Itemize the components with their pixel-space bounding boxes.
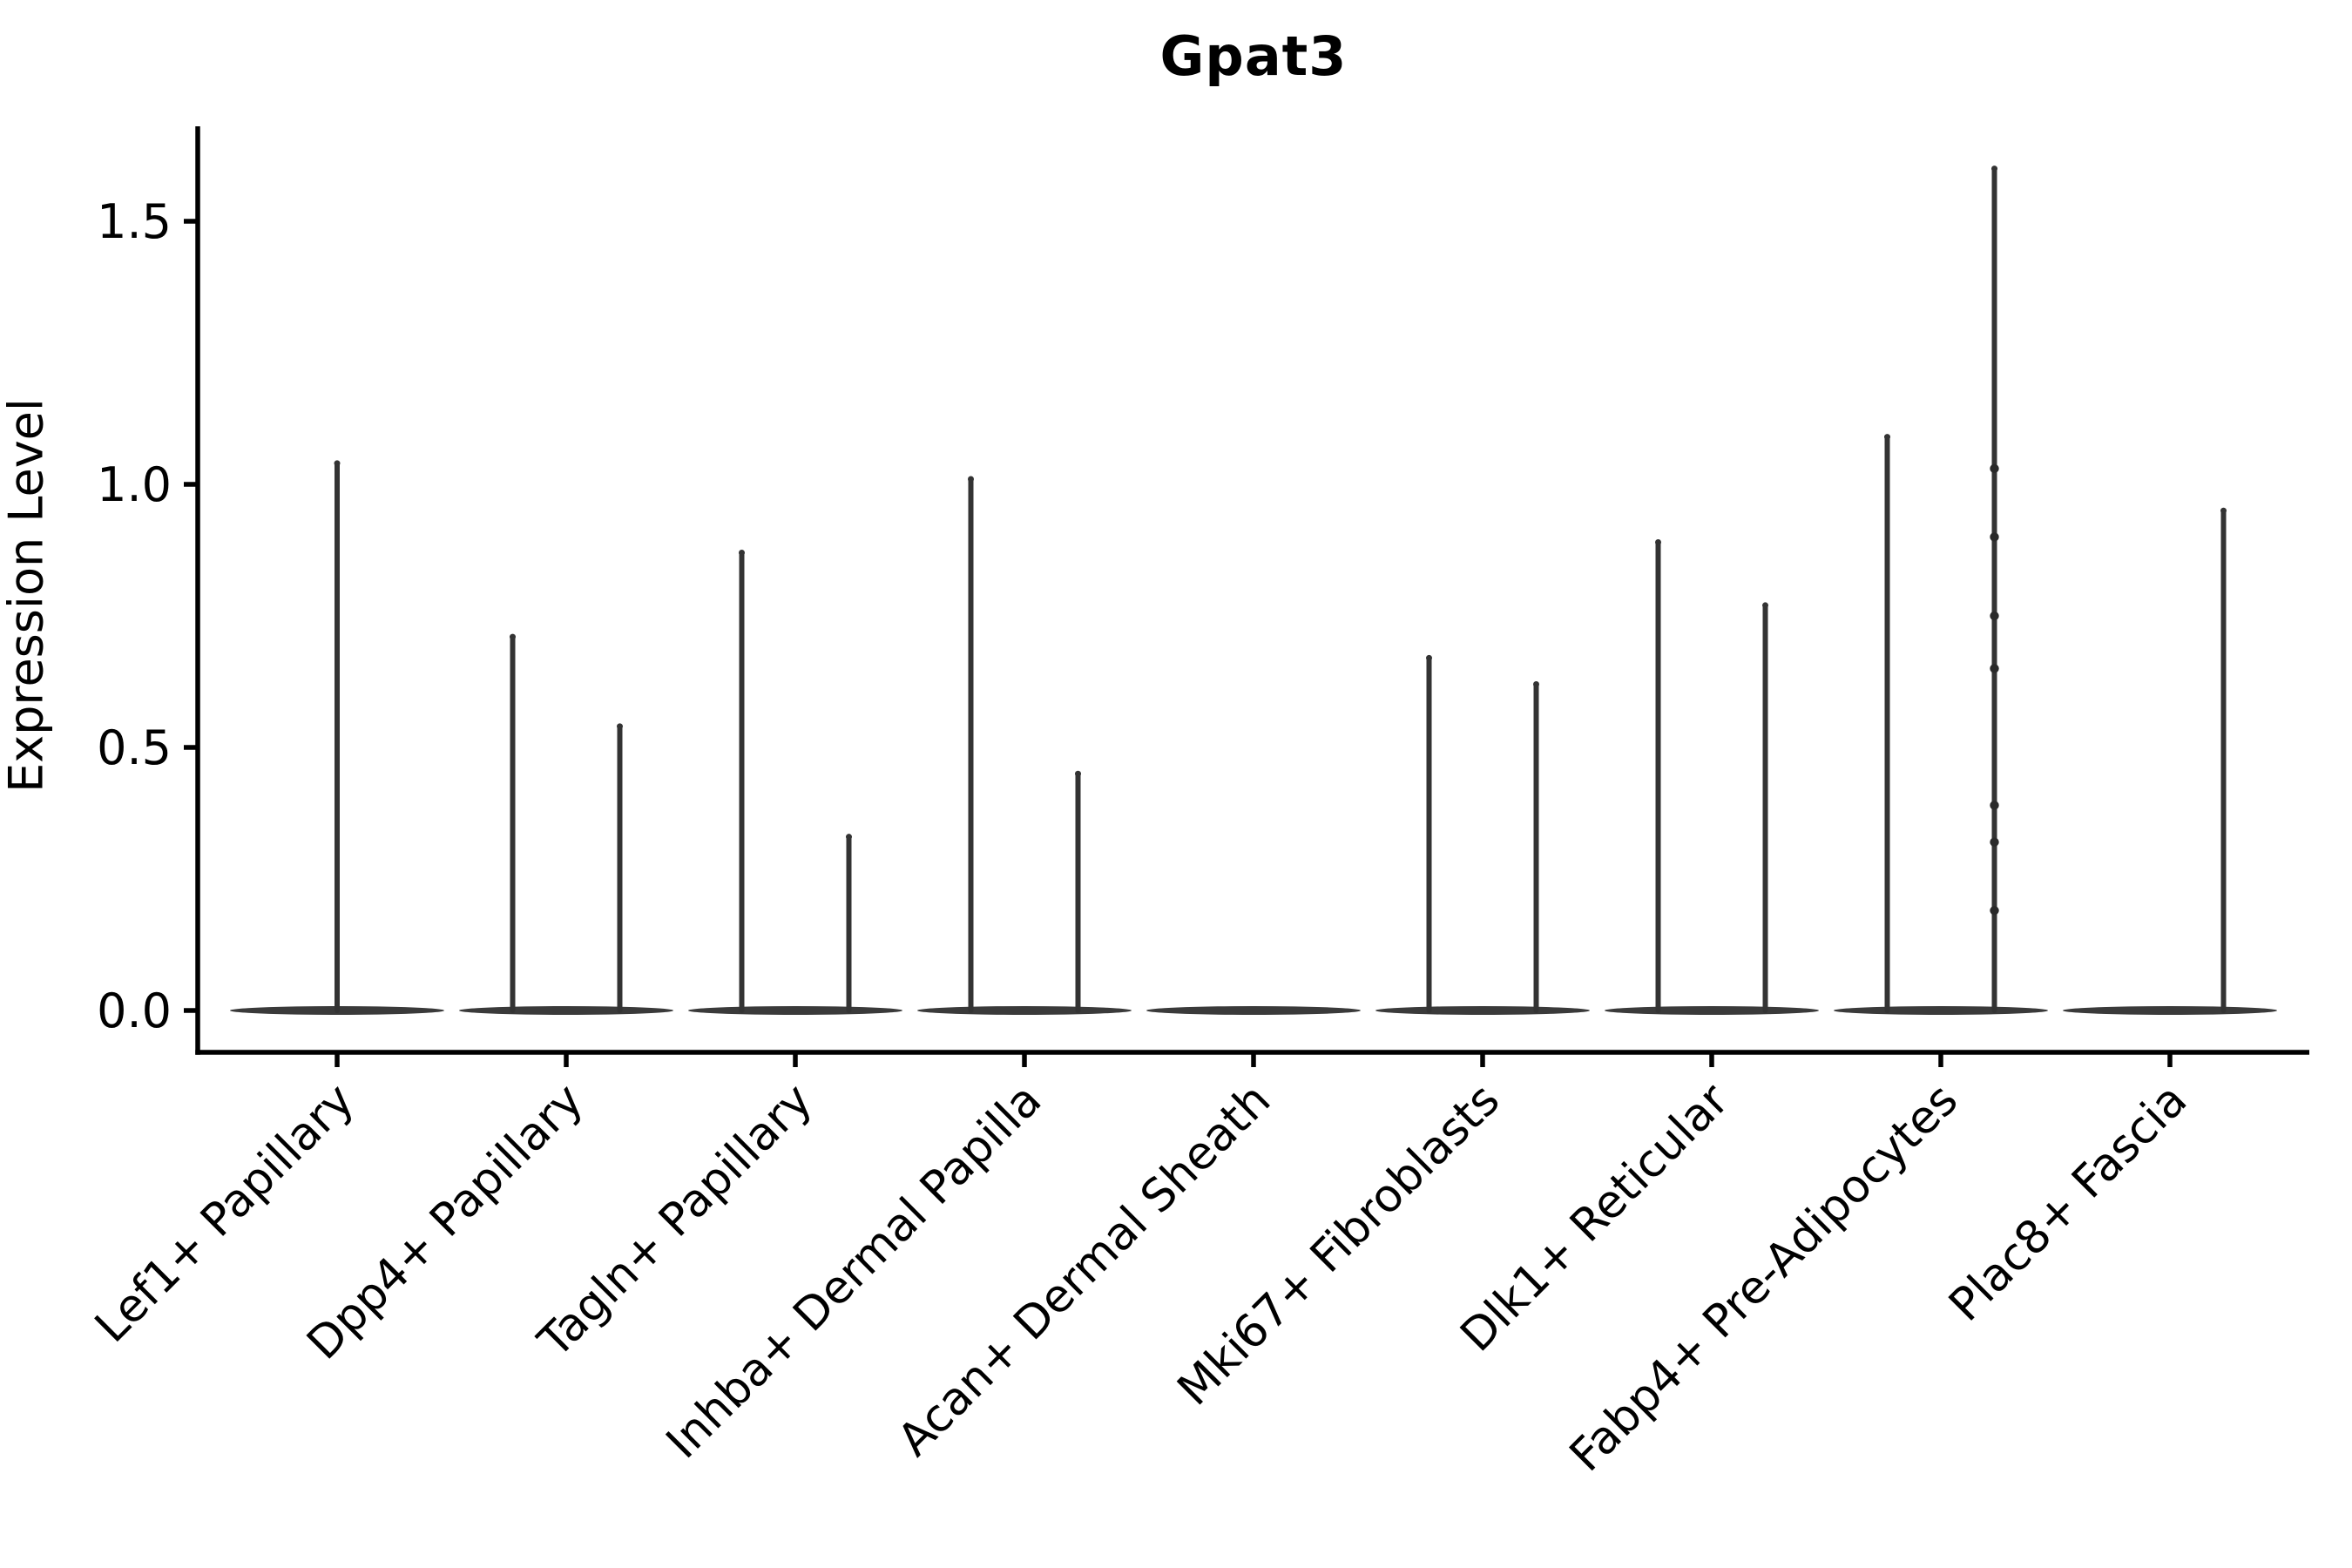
- violin-baseline: [1375, 1006, 1590, 1015]
- y-tick-label: 0.0: [97, 983, 172, 1038]
- violin-baseline: [2063, 1006, 2277, 1015]
- expression-point: [1990, 801, 1999, 810]
- violin-spike-tip: [1426, 654, 1432, 661]
- violin-baseline: [1605, 1006, 1819, 1015]
- violin-baseline: [1834, 1006, 2048, 1015]
- violin-spike-tip: [846, 834, 852, 841]
- y-tick-label: 1.0: [97, 457, 172, 512]
- violin-spike-tip: [1762, 602, 1768, 609]
- violin-spike-tip: [1533, 681, 1539, 688]
- x-tick-label: Inhba+ Dermal Papilla: [657, 1074, 1051, 1469]
- violin-spike-tip: [1884, 434, 1890, 441]
- violin-spike-tip: [739, 550, 745, 557]
- violin-spike-tip: [2220, 507, 2227, 514]
- violin-baseline: [1146, 1006, 1361, 1015]
- violin-baseline: [459, 1006, 673, 1015]
- violin-spike-tip: [617, 723, 623, 730]
- x-tick-label: Fabp4+ Pre-Adipocytes: [1560, 1074, 1968, 1482]
- violin-baseline: [688, 1006, 902, 1015]
- expression-point: [1990, 837, 1999, 847]
- violin-spike-tip: [1991, 166, 1997, 172]
- y-tick-label: 1.5: [97, 194, 172, 249]
- violin-spike-tip: [510, 633, 516, 640]
- expression-point: [1990, 611, 1999, 621]
- violin-spike-tip: [1655, 538, 1661, 545]
- x-tick-label: Acan+ Dermal Sheath: [889, 1074, 1281, 1467]
- expression-point: [1990, 532, 1999, 542]
- violin-spike-tip: [334, 460, 341, 467]
- violin-spike-tip: [1075, 770, 1081, 777]
- expression-point: [1990, 463, 1999, 474]
- y-tick-label: 0.5: [97, 720, 172, 775]
- chart-title: Gpat3: [1159, 24, 1348, 88]
- violin-spike-tip: [968, 476, 974, 483]
- expression-point: [1990, 906, 1999, 916]
- violin-baseline: [917, 1006, 1132, 1015]
- expression-point: [1990, 664, 1999, 673]
- x-tick-label: Plac8+ Fascia: [1939, 1074, 2197, 1332]
